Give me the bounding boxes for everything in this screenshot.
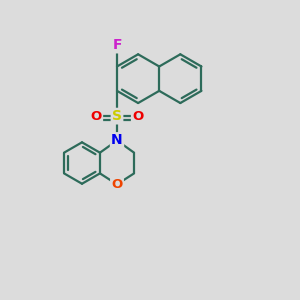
Text: O: O bbox=[132, 110, 143, 123]
Text: F: F bbox=[112, 38, 122, 52]
Text: S: S bbox=[112, 109, 122, 123]
Text: O: O bbox=[111, 178, 123, 191]
Text: N: N bbox=[111, 134, 123, 148]
Text: O: O bbox=[91, 110, 102, 123]
